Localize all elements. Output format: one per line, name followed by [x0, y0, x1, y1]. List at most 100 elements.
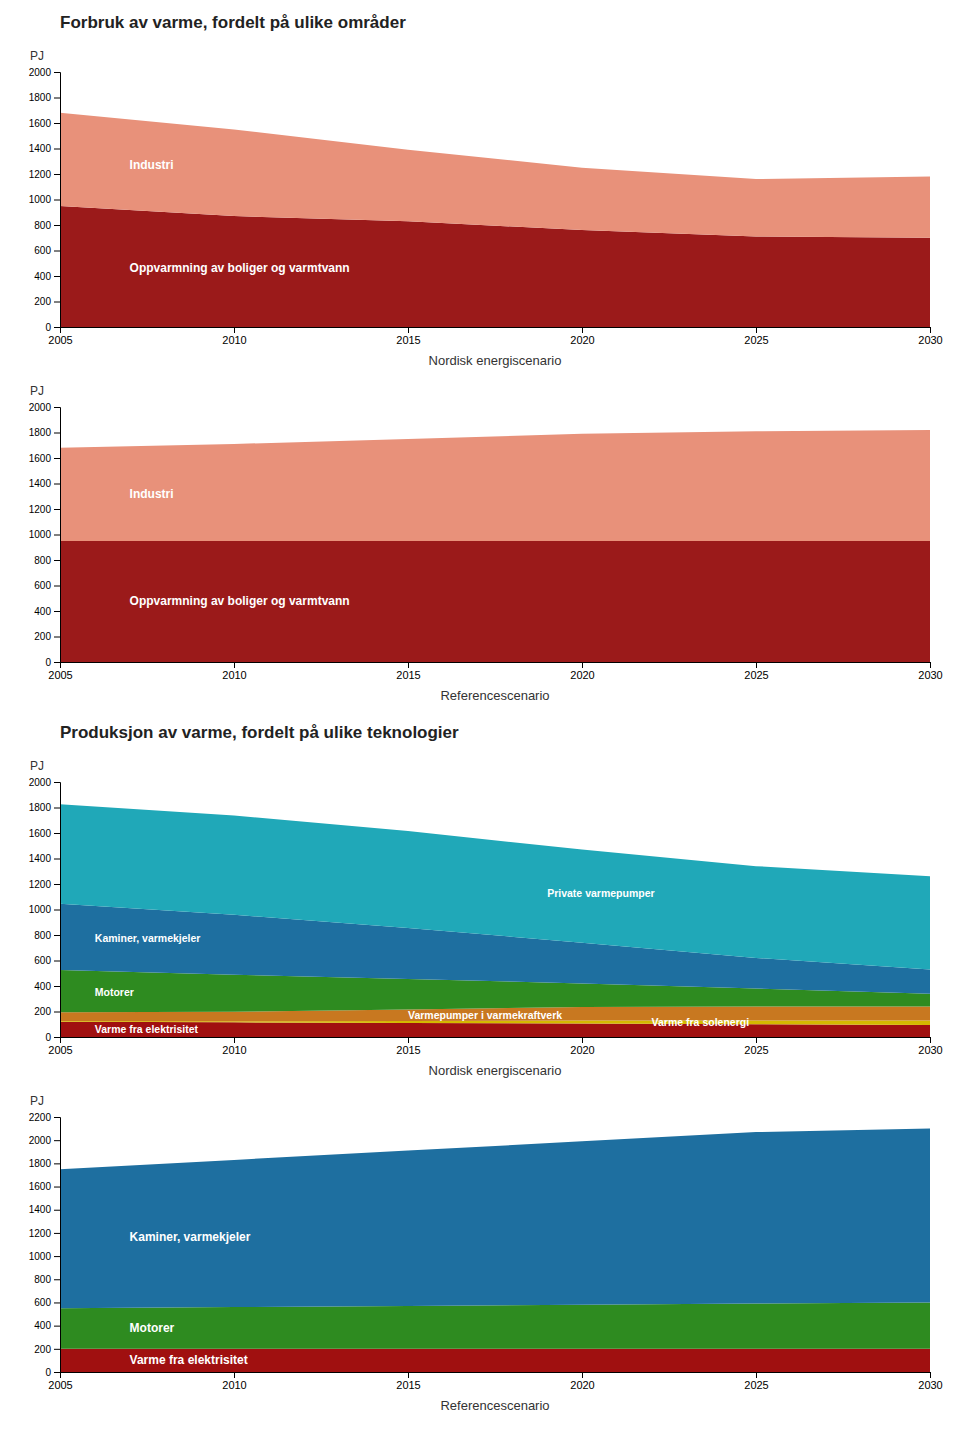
- y-tick: 2000: [29, 1135, 60, 1146]
- y-tick-mark: [54, 1372, 60, 1373]
- y-tick-mark: [54, 1326, 60, 1327]
- y-tick-mark: [54, 1349, 60, 1350]
- y-tick-label: 800: [34, 1274, 51, 1285]
- y-tick-mark: [54, 1302, 60, 1303]
- y-tick: 600: [34, 245, 60, 256]
- x-tick-mark: [408, 1037, 409, 1043]
- series-labels: Varme fra elektrisitetMotorerKaminer, va…: [130, 1230, 251, 1368]
- y-tick-mark: [54, 859, 60, 860]
- y-tick-mark: [54, 986, 60, 987]
- y-tick: 400: [34, 271, 60, 282]
- y-tick-label: 2000: [29, 1135, 52, 1146]
- y-tick-label: 600: [34, 1297, 51, 1308]
- y-tick-label: 1400: [29, 853, 52, 864]
- series-labels: Varme fra elektrisitetVarme fra solenerg…: [95, 887, 749, 1036]
- x-axis-line: [61, 328, 931, 334]
- y-tick-label: 1600: [29, 118, 52, 129]
- x-tick: 2030: [918, 327, 942, 346]
- y-tick: 1600: [29, 828, 60, 839]
- x-tick: 2015: [396, 327, 420, 346]
- x-tick: 2005: [48, 327, 72, 346]
- y-tick: 1800: [29, 1158, 60, 1169]
- y-axis: 0200400600800100012001400160018002000220…: [29, 1112, 61, 1378]
- series-label: Varme fra solenergi: [652, 1016, 750, 1028]
- area-layer: [60, 804, 930, 969]
- y-tick-label: 1400: [29, 478, 52, 489]
- y-tick-mark: [54, 1012, 60, 1013]
- y-tick-mark: [54, 174, 60, 175]
- x-tick-label: 2010: [222, 1379, 246, 1391]
- x-tick-mark: [234, 327, 235, 333]
- x-tick-label: 2025: [744, 1044, 768, 1056]
- y-tick-mark: [54, 611, 60, 612]
- y-tick-mark: [54, 935, 60, 936]
- y-tick-label: 1800: [29, 1158, 52, 1169]
- plot-area: [60, 430, 930, 662]
- y-tick: 400: [34, 1320, 60, 1331]
- y-tick-label: 1200: [29, 1228, 52, 1239]
- x-tick-mark: [582, 662, 583, 668]
- x-axis: 200520102015202020252030: [48, 1037, 942, 1056]
- y-tick-mark: [54, 1163, 60, 1164]
- y-tick-label: 200: [34, 1344, 51, 1355]
- x-tick-label: 2030: [918, 334, 942, 346]
- series-label: Industri: [130, 487, 174, 501]
- x-tick: 2025: [744, 1372, 768, 1391]
- y-axis-line: [54, 1118, 61, 1373]
- x-tick-label: 2025: [744, 669, 768, 681]
- y-tick-label: 1400: [29, 143, 52, 154]
- series-label: Oppvarmning av boliger og varmtvann: [130, 594, 350, 608]
- y-tick: 400: [34, 981, 60, 992]
- y-tick-mark: [54, 123, 60, 124]
- y-tick-label: 1600: [29, 453, 52, 464]
- y-tick-label: 600: [34, 580, 51, 591]
- y-tick: 200: [34, 1006, 60, 1017]
- y-tick: 1600: [29, 118, 60, 129]
- y-tick: 400: [34, 606, 60, 617]
- y-tick-mark: [54, 1037, 60, 1038]
- y-tick-label: 2000: [29, 402, 52, 413]
- y-tick-mark: [54, 225, 60, 226]
- x-tick: 2005: [48, 662, 72, 681]
- y-tick-label: 1600: [29, 1181, 52, 1192]
- y-tick: 600: [34, 580, 60, 591]
- series-labels: Oppvarmning av boliger og varmtvann Indus…: [130, 487, 350, 609]
- y-tick: 200: [34, 1344, 60, 1355]
- x-tick-mark: [756, 1037, 757, 1043]
- y-tick: 2000: [29, 777, 60, 788]
- x-axis-line: [61, 1373, 931, 1379]
- y-tick: 2000: [29, 402, 60, 413]
- y-axis: 0200400600800100012001400160018002000: [29, 67, 61, 333]
- y-tick-label: 2000: [29, 777, 52, 788]
- x-tick-label: 2005: [48, 1044, 72, 1056]
- x-tick-mark: [930, 1037, 931, 1043]
- plot-area: [60, 804, 930, 1037]
- y-tick-label: 0: [45, 657, 51, 668]
- y-tick-label: 800: [34, 220, 51, 231]
- series-label: Private varmepumper: [547, 887, 654, 899]
- y-tick-mark: [54, 833, 60, 834]
- y-axis: 0200400600800100012001400160018002000: [29, 777, 61, 1043]
- chart: Oppvarmning av boliger og varmtvannIndus…: [29, 49, 943, 368]
- y-tick-label: 800: [34, 555, 51, 566]
- x-tick-mark: [756, 327, 757, 333]
- x-tick-mark: [582, 327, 583, 333]
- x-axis: 200520102015202020252030: [48, 327, 942, 346]
- y-tick-mark: [54, 1210, 60, 1211]
- y-tick-mark: [54, 458, 60, 459]
- y-tick: 1400: [29, 478, 60, 489]
- x-tick: 2020: [570, 662, 594, 681]
- x-tick-label: 2030: [918, 669, 942, 681]
- y-tick-mark: [54, 884, 60, 885]
- plot-area: [60, 113, 930, 327]
- panel-title: Produksjon av varme, fordelt på ulike te…: [60, 723, 459, 742]
- y-tick-mark: [54, 1279, 60, 1280]
- y-tick: 1000: [29, 1251, 60, 1262]
- y-tick-mark: [54, 637, 60, 638]
- y-tick-label: 1000: [29, 1251, 52, 1262]
- x-tick: 2020: [570, 1372, 594, 1391]
- x-tick-label: 2015: [396, 334, 420, 346]
- y-tick: 2200: [29, 1112, 60, 1123]
- y-tick: 2000: [29, 67, 60, 78]
- x-tick: 2015: [396, 1037, 420, 1056]
